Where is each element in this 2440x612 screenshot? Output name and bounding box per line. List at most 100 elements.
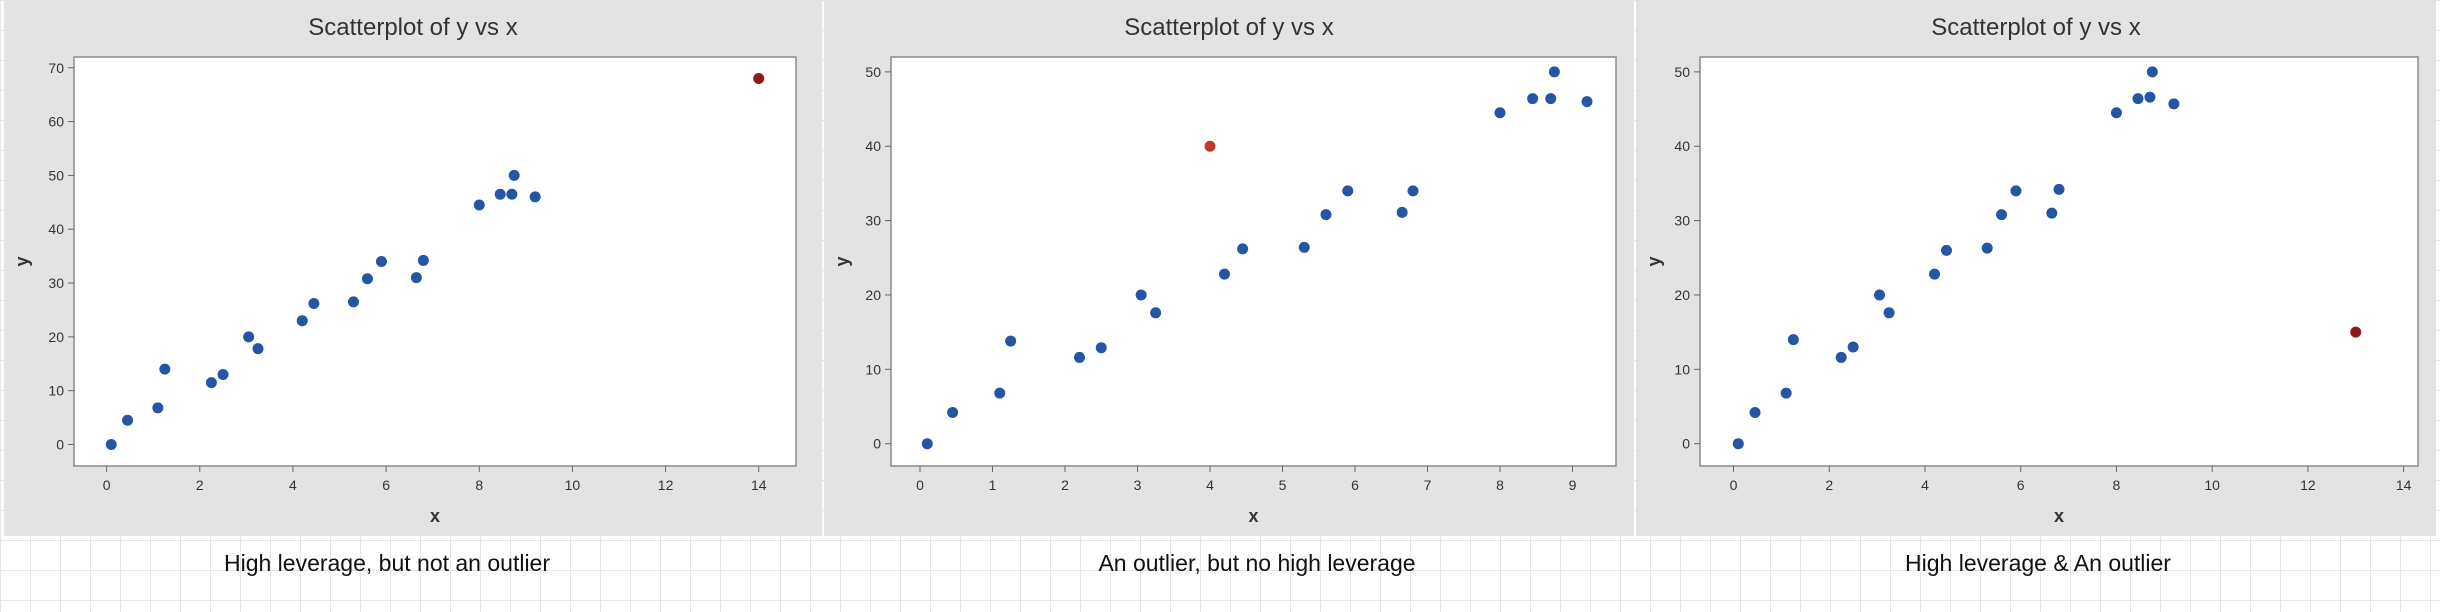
- x-tick-label: 14: [751, 477, 767, 493]
- data-point: [217, 369, 229, 381]
- x-tick-label: 2: [1061, 477, 1069, 493]
- y-tick-label: 40: [48, 221, 64, 237]
- data-point: [1732, 438, 1744, 450]
- x-tick-label: 12: [2300, 477, 2316, 493]
- x-tick-label: 0: [103, 477, 111, 493]
- data-point: [2146, 66, 2158, 78]
- y-tick-label: 50: [48, 167, 64, 183]
- y-tick-label: 0: [873, 436, 881, 452]
- data-point: [152, 402, 164, 414]
- y-tick-label: 60: [48, 114, 64, 130]
- x-tick-label: 0: [916, 477, 924, 493]
- x-tick-label: 5: [1279, 477, 1287, 493]
- y-axis-label: y: [1644, 256, 1664, 266]
- data-point: [1396, 206, 1408, 218]
- data-point: [1135, 289, 1147, 301]
- y-tick-label: 40: [865, 138, 881, 154]
- data-point: [410, 272, 422, 284]
- data-point: [1342, 185, 1354, 197]
- data-point: [2010, 185, 2022, 197]
- data-point: [1545, 93, 1557, 105]
- data-point: [1527, 93, 1539, 105]
- y-tick-label: 20: [48, 329, 64, 345]
- data-point: [2132, 93, 2144, 105]
- data-point: [375, 256, 387, 267]
- data-point: [508, 169, 520, 181]
- data-point: [1494, 107, 1506, 119]
- x-tick-label: 6: [1351, 477, 1359, 493]
- data-point: [947, 406, 959, 418]
- data-point: [994, 387, 1006, 399]
- chart-panel-2: Scatterplot of y vs x x y 0 1 2 3 4 5 6 7 8 9 0 10 20 30…: [824, 0, 1634, 536]
- x-tick-label: 4: [1921, 477, 1929, 493]
- y-tick-label: 50: [865, 64, 881, 80]
- data-point: [105, 438, 117, 450]
- x-tick-label: 8: [475, 477, 483, 493]
- data-point: [361, 273, 373, 285]
- y-axis-label: y: [12, 256, 32, 266]
- x-tick-label: 6: [2017, 477, 2025, 493]
- data-point: [1780, 387, 1792, 399]
- data-point: [1074, 351, 1085, 363]
- scatterplot-leverage-and-outlier: Scatterplot of y vs x x y 0 2 4 6 8 10 12 14 0 10 20 3…: [1644, 14, 2419, 526]
- y-tick-label: 50: [1674, 64, 1690, 80]
- y-tick-label: 30: [865, 213, 881, 229]
- y-tick-label: 70: [48, 60, 64, 76]
- y-tick-label: 30: [48, 275, 64, 291]
- chart-panel-3: Scatterplot of y vs x x y 0 2 4 6 8 10 12 14 0 10 20 3…: [1636, 0, 2436, 536]
- data-point: [1941, 244, 1953, 256]
- x-tick-label: 14: [2396, 477, 2412, 493]
- data-point: [506, 188, 518, 200]
- data-point: [529, 191, 541, 203]
- y-tick-label: 10: [865, 361, 881, 377]
- data-point: [1219, 268, 1230, 280]
- x-axis-label: x: [1248, 506, 1258, 526]
- data-point: [1981, 242, 1993, 254]
- plot-area: [1699, 56, 2419, 467]
- data-point: [1298, 241, 1310, 253]
- x-tick-label: 12: [658, 477, 674, 493]
- data-point: [1847, 341, 1859, 353]
- chart-panel-1: Scatterplot of y vs x x y 0 2 4 6 8 10 12 14 0 10 20 3…: [4, 0, 822, 536]
- x-tick-label: 10: [565, 477, 581, 493]
- x-tick-label: 10: [2204, 477, 2220, 493]
- highlight-point: [1204, 140, 1216, 152]
- data-point: [347, 296, 359, 308]
- data-point: [2144, 91, 2156, 103]
- highlight-point: [2350, 326, 2362, 338]
- plot-area: [73, 56, 797, 467]
- y-tick-label: 0: [1682, 436, 1690, 452]
- x-tick-label: 7: [1424, 477, 1432, 493]
- plot-area: [890, 56, 1617, 467]
- data-point: [1320, 209, 1332, 221]
- data-point: [494, 188, 506, 200]
- data-point: [1548, 66, 1560, 78]
- data-point: [1787, 334, 1799, 346]
- data-point: [2168, 98, 2180, 110]
- x-tick-label: 4: [1206, 477, 1214, 493]
- data-point: [1874, 289, 1885, 301]
- chart-title: Scatterplot of y vs x: [1931, 14, 2140, 41]
- data-point: [122, 414, 134, 426]
- chart-title: Scatterplot of y vs x: [308, 14, 517, 41]
- data-point: [1095, 342, 1107, 354]
- data-point: [1407, 185, 1419, 197]
- data-point: [205, 377, 217, 389]
- y-tick-label: 40: [1674, 138, 1690, 154]
- data-point: [308, 297, 320, 309]
- data-point: [473, 199, 485, 211]
- x-axis-label: x: [2054, 506, 2064, 526]
- y-axis-label: y: [832, 256, 852, 266]
- x-tick-label: 4: [289, 477, 297, 493]
- data-point: [921, 438, 933, 450]
- data-point: [1005, 335, 1017, 347]
- caption-outlier: An outlier, but no high leverage: [1098, 550, 1416, 576]
- y-tick-label: 20: [1674, 287, 1690, 303]
- caption-leverage-and-outlier: High leverage & An outlier: [1905, 550, 2171, 576]
- y-tick-label: 10: [1674, 361, 1690, 377]
- x-tick-label: 8: [2113, 477, 2121, 493]
- data-point: [1237, 243, 1249, 255]
- x-tick-label: 3: [1134, 477, 1142, 493]
- data-point: [1150, 307, 1162, 319]
- y-tick-label: 20: [865, 287, 881, 303]
